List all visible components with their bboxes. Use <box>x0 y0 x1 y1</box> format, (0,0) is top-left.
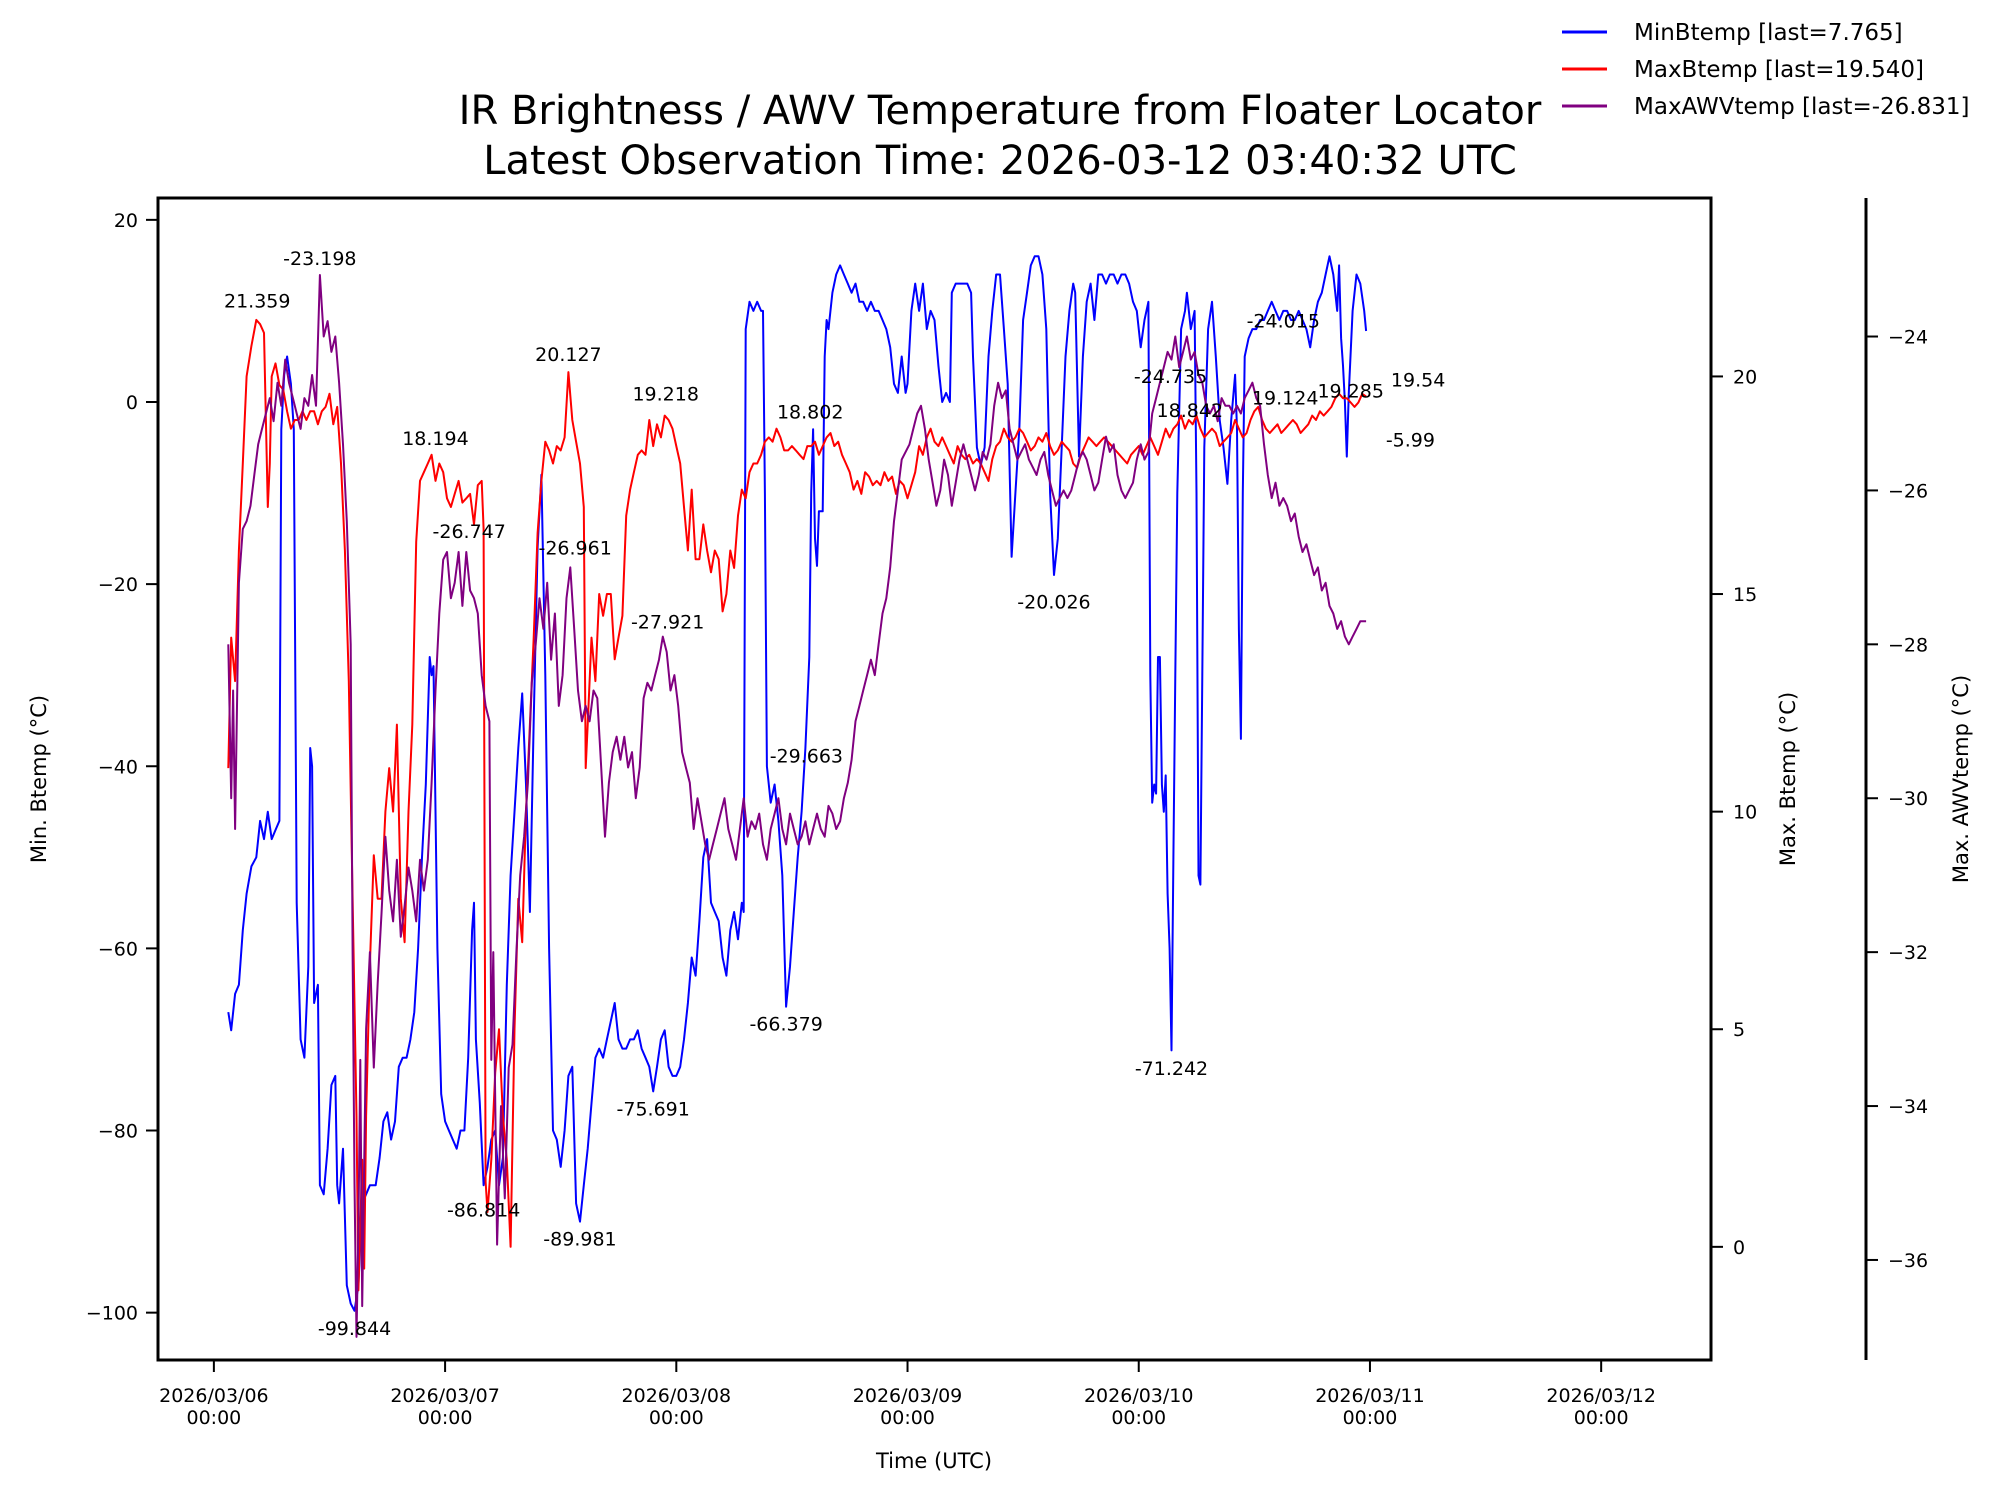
right2-tick-label: −32 <box>1888 942 1928 964</box>
annotation-label: 21.359 <box>224 290 290 312</box>
axes: 2026/03/0600:002026/03/0700:002026/03/08… <box>27 196 1973 1429</box>
right2-tick-label: −24 <box>1888 327 1928 349</box>
x-tick-label: 00:00 <box>1111 1407 1166 1429</box>
annotation-label: -75.691 <box>617 1098 690 1120</box>
annotation-label: 18.802 <box>777 402 843 424</box>
annotation-label: -26.961 <box>538 537 611 559</box>
annotation-label: 18.842 <box>1157 400 1223 422</box>
left-tick-label: −60 <box>98 938 138 960</box>
annotation-label: 18.194 <box>402 428 468 450</box>
left-tick-label: −100 <box>86 1303 138 1325</box>
legend: MinBtemp [last=7.765] MaxBtemp [last=19.5… <box>1562 20 1969 120</box>
annotation-label: 19.124 <box>1252 388 1318 410</box>
annotation-label: -5.99 <box>1386 430 1435 452</box>
series-layer <box>227 255 1368 1338</box>
right1-tick-label: 15 <box>1733 584 1757 606</box>
x-tick-label: 00:00 <box>186 1407 241 1429</box>
annotations: 21.359 -23.198 -99.844 18.194 -26.747 -86.814… <box>224 248 1445 1340</box>
right2-tick-label: −26 <box>1888 480 1928 502</box>
x-tick-label: 00:00 <box>418 1407 473 1429</box>
right-axis-label-maxbtemp: Max. Btemp (°C) <box>1776 692 1800 866</box>
legend-entry: MaxAWVtemp [last=-26.831] <box>1634 94 1969 120</box>
annotation-label: -20.026 <box>1017 591 1090 613</box>
left-tick-label: 20 <box>114 210 138 232</box>
left-axis-label: Min. Btemp (°C) <box>27 695 51 863</box>
annotation-label: -27.921 <box>631 611 704 633</box>
series-line-MaxAWVtemp <box>227 274 1367 1338</box>
x-tick-label: 00:00 <box>1343 1407 1398 1429</box>
annotation-label: -29.663 <box>770 745 843 767</box>
right1-tick-label: 0 <box>1733 1237 1745 1259</box>
left-tick-label: −80 <box>98 1121 138 1143</box>
left-tick-label: 0 <box>126 392 138 414</box>
right2-tick-label: −30 <box>1888 788 1928 810</box>
annotation-label: -89.981 <box>543 1228 616 1250</box>
annotation-label: -86.814 <box>447 1200 520 1222</box>
chart-subtitle: Latest Observation Time: 2026-03-12 03:4… <box>483 138 1517 184</box>
x-tick-label: 2026/03/11 <box>1315 1385 1425 1407</box>
annotation-label: -99.844 <box>318 1318 391 1340</box>
annotation-label: 19.218 <box>632 383 698 405</box>
series-line-MinBtemp <box>227 255 1368 1312</box>
right1-tick-label: 5 <box>1733 1019 1745 1041</box>
right2-tick-label: −36 <box>1888 1250 1928 1272</box>
right1-tick-label: 10 <box>1733 802 1757 824</box>
x-tick-label: 2026/03/06 <box>159 1385 269 1407</box>
x-tick-label: 2026/03/08 <box>622 1385 732 1407</box>
right-axis-label-maxawvtemp: Max. AWVtemp (°C) <box>1949 675 1973 883</box>
annotation-label: 19.285 <box>1317 381 1383 403</box>
annotation-label: 20.127 <box>535 344 601 366</box>
x-tick-label: 2026/03/07 <box>390 1385 500 1407</box>
left-tick-label: −40 <box>98 756 138 778</box>
annotation-label: -23.198 <box>283 248 356 270</box>
annotation-label: 19.54 <box>1391 369 1445 391</box>
legend-entry: MaxBtemp [last=19.540] <box>1634 57 1924 83</box>
right1-tick-label: 20 <box>1733 366 1757 388</box>
x-tick-label: 00:00 <box>649 1407 704 1429</box>
chart-title: IR Brightness / AWV Temperature from Flo… <box>459 88 1542 134</box>
right2-tick-label: −34 <box>1888 1096 1928 1118</box>
annotation-label: -26.747 <box>433 521 506 543</box>
legend-entry: MinBtemp [last=7.765] <box>1634 20 1903 46</box>
annotation-label: -24.735 <box>1134 366 1207 388</box>
right2-tick-label: −28 <box>1888 634 1928 656</box>
left-tick-label: −20 <box>98 574 138 596</box>
annotation-label: -71.242 <box>1135 1058 1208 1080</box>
x-tick-label: 2026/03/12 <box>1546 1385 1656 1407</box>
x-tick-label: 2026/03/09 <box>853 1385 963 1407</box>
x-axis-label: Time (UTC) <box>875 1449 992 1473</box>
x-tick-label: 00:00 <box>1574 1407 1629 1429</box>
annotation-label: -66.379 <box>749 1013 822 1035</box>
x-tick-label: 2026/03/10 <box>1084 1385 1194 1407</box>
plot-frame <box>156 196 1713 1362</box>
x-tick-label: 00:00 <box>880 1407 935 1429</box>
annotation-label: -24.015 <box>1247 311 1320 333</box>
